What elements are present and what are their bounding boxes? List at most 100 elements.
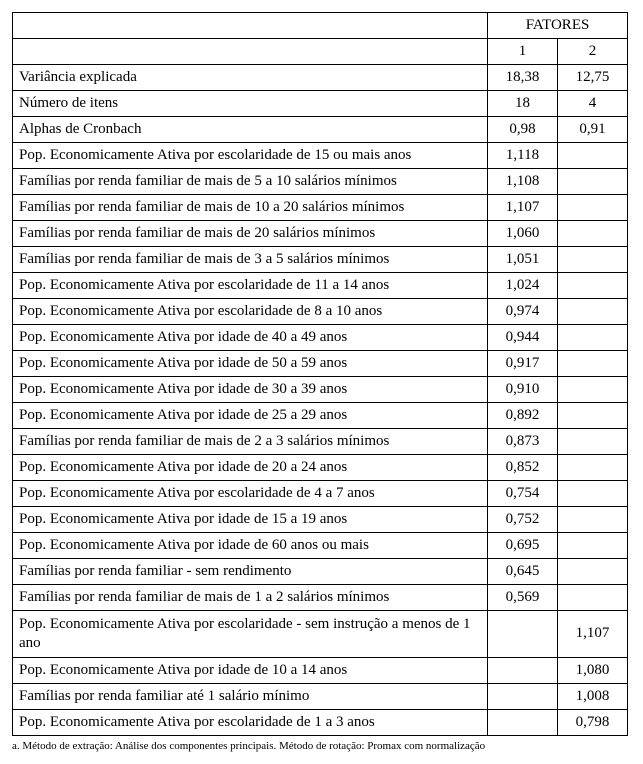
row-label: Variância explicada	[13, 65, 488, 91]
table-row: Número de itens184	[13, 91, 628, 117]
table-row: Famílias por renda familiar de mais de 1…	[13, 195, 628, 221]
footnote-text: a. Método de extração: Análise dos compo…	[12, 740, 627, 752]
row-factor-2	[558, 143, 628, 169]
row-factor-1: 0,569	[488, 585, 558, 611]
row-factor-1: 0,752	[488, 507, 558, 533]
row-factor-2	[558, 377, 628, 403]
table-row: Pop. Economicamente Ativa por escolarida…	[13, 481, 628, 507]
row-factor-2: 4	[558, 91, 628, 117]
table-row: Pop. Economicamente Ativa por escolarida…	[13, 709, 628, 735]
row-factor-2	[558, 559, 628, 585]
row-label: Pop. Economicamente Ativa por escolarida…	[13, 299, 488, 325]
table-row: Pop. Economicamente Ativa por escolarida…	[13, 299, 628, 325]
row-factor-1	[488, 657, 558, 683]
row-factor-2: 1,080	[558, 657, 628, 683]
row-factor-2	[558, 351, 628, 377]
row-label: Número de itens	[13, 91, 488, 117]
row-label: Pop. Economicamente Ativa por idade de 1…	[13, 507, 488, 533]
row-factor-1: 0,974	[488, 299, 558, 325]
row-factor-1: 18	[488, 91, 558, 117]
table-row: Famílias por renda familiar de mais de 1…	[13, 585, 628, 611]
row-factor-2	[558, 481, 628, 507]
row-factor-1: 0,695	[488, 533, 558, 559]
row-factor-2: 0,91	[558, 117, 628, 143]
row-label: Pop. Economicamente Ativa por idade de 4…	[13, 325, 488, 351]
row-label: Famílias por renda familiar de mais de 2…	[13, 429, 488, 455]
row-factor-1: 0,910	[488, 377, 558, 403]
row-factor-2	[558, 455, 628, 481]
row-factor-1: 18,38	[488, 65, 558, 91]
row-factor-2	[558, 299, 628, 325]
header-blank-cell	[13, 13, 488, 39]
row-factor-1: 0,944	[488, 325, 558, 351]
row-factor-2	[558, 195, 628, 221]
row-factor-1: 0,98	[488, 117, 558, 143]
table-row: Pop. Economicamente Ativa por idade de 4…	[13, 325, 628, 351]
table-row: Pop. Economicamente Ativa por idade de 6…	[13, 533, 628, 559]
row-factor-2: 1,008	[558, 683, 628, 709]
table-row: Pop. Economicamente Ativa por idade de 3…	[13, 377, 628, 403]
row-factor-1: 0,892	[488, 403, 558, 429]
row-factor-1: 1,108	[488, 169, 558, 195]
row-label: Alphas de Cronbach	[13, 117, 488, 143]
row-factor-1	[488, 709, 558, 735]
table-row: Pop. Economicamente Ativa por idade de 5…	[13, 351, 628, 377]
row-factor-1: 1,051	[488, 247, 558, 273]
row-label: Famílias por renda familiar até 1 salári…	[13, 683, 488, 709]
row-factor-2	[558, 325, 628, 351]
row-label: Pop. Economicamente Ativa por idade de 1…	[13, 657, 488, 683]
row-factor-1	[488, 611, 558, 658]
row-label: Pop. Economicamente Ativa por escolarida…	[13, 611, 488, 658]
row-factor-2	[558, 169, 628, 195]
row-factor-2	[558, 403, 628, 429]
row-label: Pop. Economicamente Ativa por escolarida…	[13, 481, 488, 507]
row-factor-1: 0,645	[488, 559, 558, 585]
header-row-fatores: FATORES	[13, 13, 628, 39]
table-row: Pop. Economicamente Ativa por escolarida…	[13, 143, 628, 169]
header-blank-cell-2	[13, 39, 488, 65]
row-factor-1: 0,917	[488, 351, 558, 377]
row-label: Famílias por renda familiar - sem rendim…	[13, 559, 488, 585]
row-factor-2	[558, 585, 628, 611]
table-row: Variância explicada18,3812,75	[13, 65, 628, 91]
row-label: Pop. Economicamente Ativa por escolarida…	[13, 143, 488, 169]
table-row: Famílias por renda familiar de mais de 2…	[13, 429, 628, 455]
table-row: Pop. Economicamente Ativa por idade de 1…	[13, 657, 628, 683]
row-label: Famílias por renda familiar de mais de 1…	[13, 195, 488, 221]
row-label: Famílias por renda familiar de mais de 2…	[13, 221, 488, 247]
row-label: Pop. Economicamente Ativa por idade de 3…	[13, 377, 488, 403]
table-row: Pop. Economicamente Ativa por idade de 2…	[13, 455, 628, 481]
header-col-2: 2	[558, 39, 628, 65]
factors-table: FATORES 1 2 Variância explicada18,3812,7…	[12, 12, 628, 736]
row-factor-1: 0,852	[488, 455, 558, 481]
header-row-cols: 1 2	[13, 39, 628, 65]
header-fatores: FATORES	[488, 13, 628, 39]
row-label: Famílias por renda familiar de mais de 3…	[13, 247, 488, 273]
row-label: Famílias por renda familiar de mais de 5…	[13, 169, 488, 195]
table-row: Alphas de Cronbach0,980,91	[13, 117, 628, 143]
row-factor-1: 1,118	[488, 143, 558, 169]
row-label: Pop. Economicamente Ativa por idade de 2…	[13, 403, 488, 429]
row-factor-2: 0,798	[558, 709, 628, 735]
table-row: Famílias por renda familiar de mais de 3…	[13, 247, 628, 273]
row-factor-2: 12,75	[558, 65, 628, 91]
table-row: Pop. Economicamente Ativa por idade de 2…	[13, 403, 628, 429]
table-row: Famílias por renda familiar até 1 salári…	[13, 683, 628, 709]
row-factor-1: 0,754	[488, 481, 558, 507]
row-factor-1	[488, 683, 558, 709]
table-row: Pop. Economicamente Ativa por escolarida…	[13, 273, 628, 299]
row-factor-1: 0,873	[488, 429, 558, 455]
row-factor-2	[558, 273, 628, 299]
table-row: Famílias por renda familiar de mais de 5…	[13, 169, 628, 195]
row-factor-1: 1,024	[488, 273, 558, 299]
row-label: Pop. Economicamente Ativa por escolarida…	[13, 273, 488, 299]
row-factor-2	[558, 507, 628, 533]
table-row: Famílias por renda familiar de mais de 2…	[13, 221, 628, 247]
row-factor-2	[558, 429, 628, 455]
row-label: Famílias por renda familiar de mais de 1…	[13, 585, 488, 611]
row-label: Pop. Economicamente Ativa por idade de 5…	[13, 351, 488, 377]
row-factor-2	[558, 533, 628, 559]
row-factor-1: 1,060	[488, 221, 558, 247]
row-label: Pop. Economicamente Ativa por idade de 6…	[13, 533, 488, 559]
row-label: Pop. Economicamente Ativa por idade de 2…	[13, 455, 488, 481]
